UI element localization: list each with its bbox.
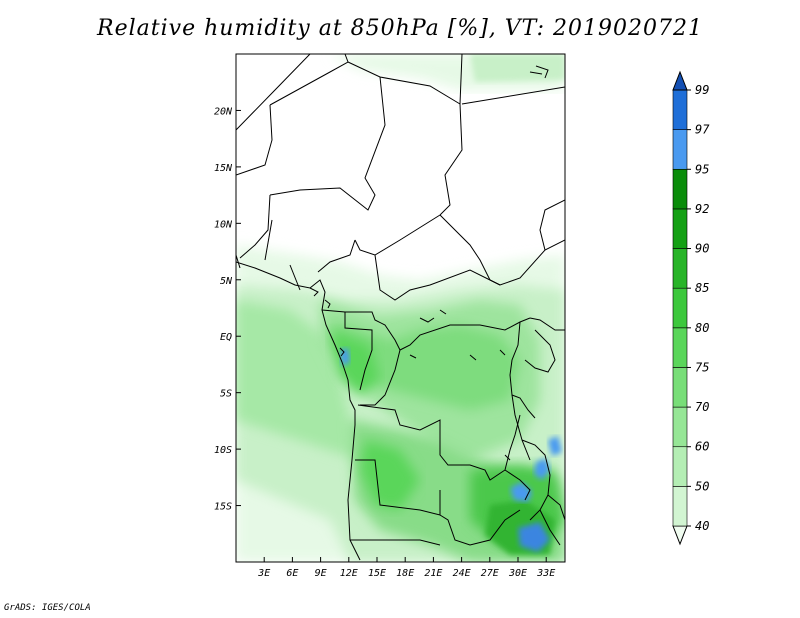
colorbar-level-label: 40 bbox=[695, 519, 709, 533]
map-frame bbox=[235, 53, 566, 563]
colorbar-box bbox=[672, 248, 688, 289]
colorbar-level-label: 50 bbox=[695, 479, 709, 493]
country-borders bbox=[236, 54, 565, 561]
lon-tick-label: 12E bbox=[340, 568, 358, 579]
colorbar-box bbox=[672, 129, 688, 170]
colorbar: 40 50 60 70 75 80 85 90 92 95 97 99 bbox=[672, 70, 710, 546]
colorbar-upper-arrow bbox=[672, 70, 688, 91]
colorbar-box bbox=[672, 486, 688, 527]
colorbar-box bbox=[672, 406, 688, 448]
lon-tick-label: 21E bbox=[424, 568, 442, 579]
lon-tick-label: 27E bbox=[481, 568, 499, 579]
colorbar-level-label: 75 bbox=[695, 360, 709, 374]
colorbar-level-label: 92 bbox=[695, 202, 709, 216]
colorbar-box bbox=[672, 89, 688, 130]
lon-tick-label: 15E bbox=[368, 568, 386, 579]
colorbar-level-label: 80 bbox=[695, 321, 709, 335]
humidity-field bbox=[236, 54, 565, 562]
lat-tick-label: 5N bbox=[220, 276, 233, 287]
colorbar-level-label: 99 bbox=[695, 83, 709, 97]
lon-tick-label: 3E bbox=[257, 568, 270, 579]
colorbar-lower-arrow bbox=[672, 525, 688, 546]
colorbar-box bbox=[672, 446, 688, 487]
colorbar-level-label: 90 bbox=[695, 242, 709, 256]
lon-tick-label: 33E bbox=[536, 568, 555, 579]
colorbar-level-label: 97 bbox=[695, 123, 710, 137]
colorbar-box bbox=[672, 367, 688, 408]
colorbar-level-label: 95 bbox=[695, 162, 709, 176]
lon-tick-label: 9E bbox=[315, 568, 327, 579]
colorbar-level-label: 85 bbox=[695, 281, 709, 295]
lat-tick-label: 10S bbox=[214, 445, 232, 456]
lon-tick-label: 30E bbox=[508, 568, 527, 579]
lat-tick-label: 15S bbox=[214, 502, 232, 513]
colorbar-box bbox=[672, 168, 688, 210]
lat-tick-label: 20N bbox=[214, 106, 233, 117]
colorbar-level-label: 60 bbox=[695, 440, 709, 454]
colorbar-level-label: 70 bbox=[695, 400, 709, 414]
lon-tick-label: 24E bbox=[453, 568, 471, 579]
colorbar-box bbox=[672, 287, 688, 329]
lon-tick-label: 6E bbox=[286, 568, 298, 579]
colorbar-box bbox=[672, 208, 688, 249]
lat-tick-label: EQ bbox=[220, 332, 232, 343]
lat-tick-label: 15N bbox=[214, 163, 233, 174]
colorbar-box bbox=[672, 327, 688, 368]
map-title: Relative humidity at 850hPa [%], VT: 201… bbox=[97, 16, 703, 41]
lon-tick-label: 18E bbox=[396, 568, 414, 579]
lat-tick-label: 5S bbox=[220, 389, 232, 400]
footer-credit: GrADS: IGES/COLA bbox=[4, 603, 91, 613]
lat-tick-label: 10N bbox=[214, 219, 233, 230]
